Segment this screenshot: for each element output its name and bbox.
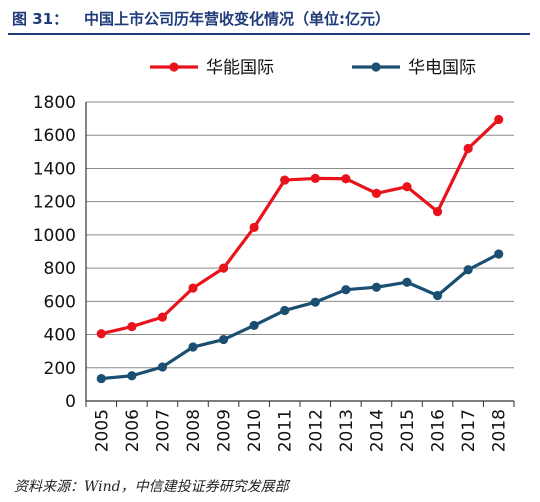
x-tick-label: 2013 xyxy=(337,409,357,452)
chart-grid xyxy=(86,101,514,369)
data-point xyxy=(341,174,351,184)
y-tick-label: 1600 xyxy=(33,126,76,146)
x-tick-label: 2009 xyxy=(215,409,235,452)
series-line-2 xyxy=(101,252,500,381)
x-tick-label: 2006 xyxy=(123,409,143,452)
y-tick-label: 1200 xyxy=(33,193,76,213)
data-point xyxy=(432,290,443,301)
figure-title: 中国上市公司历年营收变化情况（单位:亿元） xyxy=(84,10,391,28)
x-tick-label: 2007 xyxy=(153,409,173,452)
data-point xyxy=(310,297,320,307)
chart-legend: 华能国际 华电国际 xyxy=(150,58,476,78)
data-point xyxy=(96,329,106,339)
y-tick-label: 1400 xyxy=(33,159,76,179)
x-tick-label: 2010 xyxy=(245,409,265,452)
data-point xyxy=(371,282,382,292)
y-tick-label: 400 xyxy=(44,326,76,346)
data-point xyxy=(157,312,168,322)
y-tick-label: 800 xyxy=(44,259,76,279)
data-point xyxy=(402,277,412,287)
chart-series xyxy=(96,114,504,384)
x-tick-label: 2018 xyxy=(490,409,510,452)
data-point xyxy=(432,207,443,217)
x-tick-label: 2005 xyxy=(92,409,112,452)
data-point xyxy=(127,321,137,332)
source-note: 资料来源：Wind，中信建投证券研究发展部 xyxy=(14,479,289,495)
x-tick-label: 2015 xyxy=(398,409,418,452)
x-tick-label: 2011 xyxy=(276,409,296,452)
y-tick-label: 1000 xyxy=(33,226,76,246)
x-tick-label: 2017 xyxy=(459,409,479,452)
data-point xyxy=(280,305,290,316)
x-tick-label: 2014 xyxy=(367,409,387,452)
series-line-1 xyxy=(100,118,500,336)
data-point xyxy=(218,334,229,345)
figure-header: 图 31： 中国上市公司历年营收变化情况（单位:亿元） xyxy=(8,4,532,32)
figure-number: 图 31： xyxy=(12,10,69,28)
legend-swatch-marker xyxy=(371,62,381,72)
data-point xyxy=(402,182,412,192)
x-tick-label: 2016 xyxy=(429,409,449,452)
data-point xyxy=(188,342,198,352)
data-point xyxy=(127,371,137,381)
data-point xyxy=(341,285,351,295)
data-point xyxy=(96,373,106,384)
data-point xyxy=(249,222,259,233)
x-tick-label: 2008 xyxy=(184,409,204,452)
data-point xyxy=(310,173,320,184)
data-point xyxy=(463,143,473,154)
header-rule xyxy=(8,33,530,35)
data-point xyxy=(463,265,473,275)
y-tick-label: 200 xyxy=(44,359,76,379)
data-point xyxy=(494,249,504,259)
legend-label: 华电国际 xyxy=(408,58,476,78)
revenue-line-chart: 华能国际 华电国际 0 200 400 600 800 1000 1200 1400 1600 18… xyxy=(33,58,515,452)
data-point xyxy=(249,320,259,331)
x-tick-label: 2012 xyxy=(306,409,326,452)
legend-label: 华能国际 xyxy=(206,58,274,78)
data-point xyxy=(188,283,198,293)
y-tick-label: 1800 xyxy=(33,93,76,113)
y-tick-label: 0 xyxy=(65,392,76,412)
legend-swatch-marker xyxy=(169,62,179,72)
data-point xyxy=(218,263,229,273)
data-point xyxy=(280,175,290,185)
data-point xyxy=(157,362,168,372)
y-tick-label: 600 xyxy=(44,292,76,312)
data-point xyxy=(494,114,504,125)
chart-axes: 0 200 400 600 800 1000 1200 1400 1600 1800 2005 200… xyxy=(33,93,515,452)
data-point xyxy=(371,188,382,198)
